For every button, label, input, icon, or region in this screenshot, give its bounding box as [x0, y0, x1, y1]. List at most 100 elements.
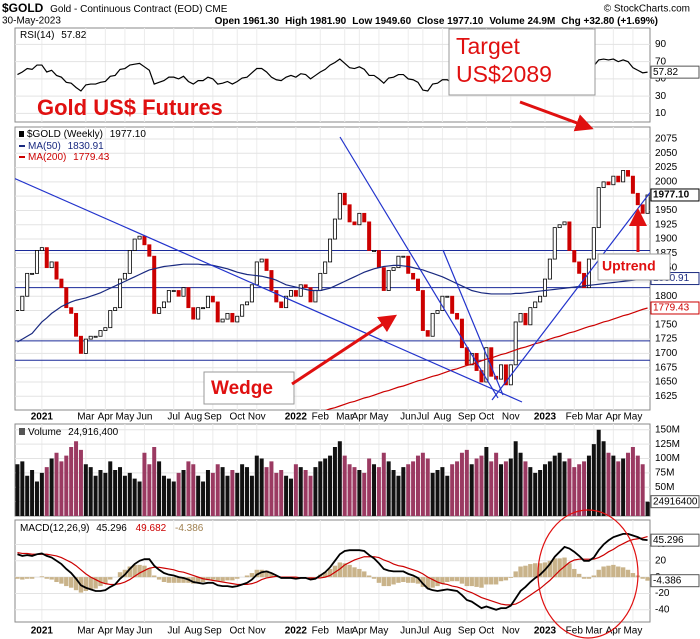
candle	[69, 307, 74, 314]
quote: Open 1961.30 High 1981.90 Low 1949.60 Close…	[215, 16, 658, 27]
macd-histogram-bar	[459, 577, 465, 584]
volume-bar	[611, 455, 616, 516]
value-tag: 1977.10	[653, 190, 690, 201]
candle	[118, 278, 123, 309]
legend-icon	[19, 428, 25, 435]
volume-bar	[152, 447, 157, 516]
y-tick-label: 90	[655, 39, 667, 50]
x-tick-label: 2023	[534, 626, 557, 637]
rsi-panel	[14, 27, 651, 123]
volume-bar	[528, 467, 533, 516]
target-label: US$2089	[456, 61, 552, 87]
candle	[362, 212, 367, 223]
y-tick-label: 100M	[655, 453, 680, 464]
quote-item: Low 1949.60	[352, 16, 411, 27]
volume-bar	[249, 475, 254, 516]
y-tick-label: 50	[655, 74, 667, 85]
volume-bar	[430, 472, 435, 516]
wedge-label: Wedge	[211, 378, 273, 399]
volume-bar	[445, 475, 450, 516]
candle	[49, 261, 54, 269]
candle	[161, 301, 166, 309]
macd-histogram-bar	[171, 577, 176, 583]
y-tick-label: 50M	[655, 482, 674, 493]
x-tick-label: Sep	[458, 626, 476, 637]
volume-bar	[49, 458, 54, 516]
candle	[323, 261, 328, 274]
volume-bar	[586, 455, 591, 516]
volume-bar	[93, 475, 98, 516]
candle	[249, 284, 254, 303]
macd-histogram-bar	[430, 577, 435, 588]
macd-histogram-bar	[518, 566, 523, 578]
macd-histogram-bar	[327, 568, 333, 578]
volume-bar	[557, 452, 562, 516]
volume-bar	[596, 429, 601, 516]
candle	[518, 312, 523, 323]
macd-histogram-bar	[352, 567, 357, 578]
volume-bar	[489, 461, 494, 516]
volume-bar	[591, 444, 596, 516]
candle	[318, 272, 323, 291]
candle	[210, 295, 215, 303]
volume-bar	[455, 461, 460, 516]
candle	[196, 307, 201, 320]
x-tick-label: Feb	[566, 412, 584, 423]
x-tick-label: Mar	[77, 626, 95, 637]
volume-bar	[20, 461, 25, 516]
legend-value: 1830.91	[68, 141, 105, 152]
quote-item: Volume 24.9M	[489, 16, 555, 27]
candle	[235, 315, 240, 323]
macd-histogram-bar	[645, 577, 650, 581]
macd-histogram-bar	[547, 560, 553, 578]
volume-bar	[469, 464, 474, 516]
macd-histogram-bar	[410, 577, 416, 583]
candle	[191, 307, 196, 320]
macd-histogram-bar	[391, 577, 396, 585]
volume-bar	[240, 464, 245, 516]
candle	[386, 270, 391, 291]
candle	[577, 261, 582, 274]
volume-bar	[279, 470, 284, 516]
x-tick-label: Feb	[566, 626, 584, 637]
volume-bar	[230, 470, 235, 516]
candle	[464, 347, 469, 366]
legend-name: Volume	[28, 427, 62, 438]
candle	[533, 301, 538, 309]
y-tick-label: 1875	[655, 248, 678, 259]
candle	[279, 301, 284, 309]
candle	[499, 364, 504, 380]
macd-histogram-bar	[176, 577, 181, 583]
y-tick-label: 1925	[655, 219, 678, 230]
macd-histogram-bar	[591, 575, 597, 578]
volume-bar	[484, 447, 489, 516]
candle	[396, 255, 401, 269]
volume-bar	[401, 467, 406, 516]
candle	[171, 290, 176, 292]
macd-histogram-bar	[620, 567, 626, 578]
x-tick-label: Apr	[98, 412, 114, 423]
macd-histogram-bar	[205, 577, 211, 581]
volume-bar	[122, 475, 127, 516]
x-tick-label: Mar	[585, 626, 603, 637]
volume-bar	[601, 441, 606, 516]
volume-bar	[635, 455, 640, 516]
macd-histogram-bar	[230, 577, 235, 581]
volume-bar	[44, 467, 49, 516]
macd-histogram-bar	[528, 564, 533, 578]
volume-bar	[245, 467, 250, 516]
candle	[503, 364, 508, 386]
candle	[34, 250, 39, 274]
volume-bar	[127, 472, 132, 516]
volume-bar	[142, 452, 147, 516]
volume-bar	[293, 464, 298, 516]
legend-value: 1977.10	[110, 129, 147, 140]
volume-bar	[118, 467, 123, 516]
candle	[411, 272, 416, 280]
candle	[215, 301, 220, 323]
macd-histogram-bar	[68, 577, 74, 588]
macd-histogram-bar	[362, 571, 367, 578]
volume-bar	[215, 464, 220, 516]
macd-histogram-bar	[83, 577, 89, 591]
